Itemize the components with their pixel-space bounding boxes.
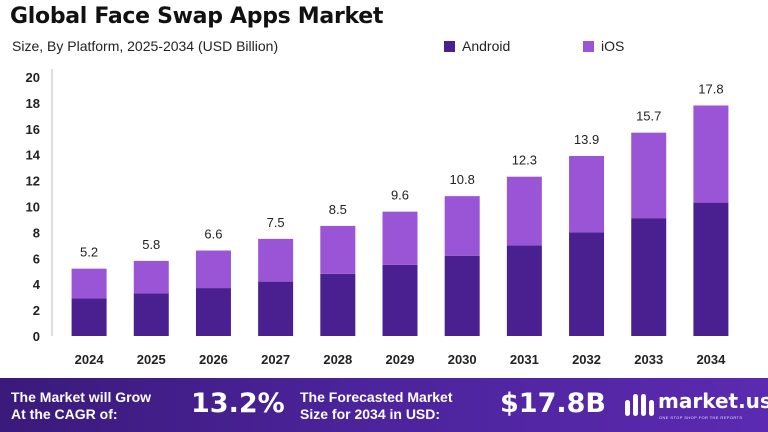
legend-label-android: Android — [462, 38, 511, 54]
legend-item-ios: iOS — [583, 38, 624, 54]
forecast-label-line1: The Forecasted Market — [300, 389, 453, 405]
x-tick-label: 2031 — [510, 352, 539, 367]
bar-android-2032 — [569, 232, 605, 336]
legend-swatch-ios — [583, 41, 594, 52]
chart-subtitle: Size, By Platform, 2025-2034 (USD Billio… — [12, 38, 279, 54]
bar-android-2030 — [444, 255, 480, 336]
bar-android-2031 — [506, 245, 542, 336]
bar-ios-2028 — [320, 225, 356, 274]
y-tick-label: 0 — [33, 329, 40, 344]
bar-ios-2026 — [195, 250, 231, 289]
brand-name: market.us — [658, 389, 768, 413]
y-tick-label: 8 — [33, 225, 40, 240]
brand-tagline: ONE STOP SHOP FOR THE REPORTS — [659, 415, 743, 420]
cagr-label: The Market will Grow At the CAGR of: — [11, 389, 151, 423]
bar-ios-2027 — [258, 238, 294, 282]
data-label-total: 10.8 — [450, 172, 475, 187]
legend-label-ios: iOS — [601, 38, 625, 54]
y-tick-label: 12 — [26, 174, 40, 189]
forecast-value: $17.8B — [500, 388, 606, 419]
forecast-label-line2: Size for 2034 in USD: — [300, 406, 441, 422]
bar-android-2028 — [320, 273, 356, 336]
data-label-total: 12.3 — [512, 153, 537, 168]
data-label-total: 5.8 — [142, 237, 160, 252]
bar-ios-2031 — [506, 176, 542, 246]
stacked-bar-chart: 0 2 4 6 8 10 12 14 16 18 20 5.2 2024 5.8 2025 6.6 2026 7.… — [26, 69, 729, 367]
market-us-logo-icon — [625, 394, 654, 416]
bar-android-2024 — [71, 298, 107, 336]
x-tick-label: 2026 — [199, 352, 228, 367]
x-tick-label: 2024 — [75, 352, 105, 367]
y-tick-label: 20 — [26, 70, 40, 85]
y-tick-label: 16 — [26, 122, 40, 137]
data-label-total: 15.7 — [636, 109, 661, 124]
bar-android-2033 — [631, 218, 667, 336]
bar-android-2027 — [258, 281, 294, 336]
bar-android-2025 — [133, 293, 169, 336]
x-tick-label: 2032 — [572, 352, 601, 367]
cagr-label-line2: At the CAGR of: — [11, 406, 118, 422]
bar-ios-2030 — [444, 196, 480, 256]
y-tick-label: 6 — [33, 251, 40, 266]
data-label-total: 5.2 — [80, 245, 98, 260]
data-label-total: 7.5 — [267, 215, 285, 230]
bar-android-2029 — [382, 264, 418, 336]
page-title: Global Face Swap Apps Market — [10, 4, 384, 29]
y-tick-label: 14 — [26, 148, 41, 163]
cagr-value: 13.2% — [191, 388, 285, 419]
bar-ios-2025 — [133, 260, 169, 294]
y-tick-label: 18 — [26, 96, 40, 111]
bar-ios-2033 — [631, 132, 667, 219]
bar-ios-2032 — [569, 155, 605, 233]
forecast-label: The Forecasted Market Size for 2034 in U… — [300, 389, 453, 423]
footer-banner: The Market will Grow At the CAGR of: 13.… — [0, 378, 768, 432]
legend-item-android: Android — [444, 38, 510, 54]
x-tick-label: 2027 — [261, 352, 290, 367]
bar-android-2026 — [195, 288, 231, 336]
x-tick-label: 2033 — [634, 352, 663, 367]
data-label-total: 6.6 — [204, 227, 222, 242]
data-label-total: 13.9 — [574, 132, 599, 147]
cagr-label-line1: The Market will Grow — [11, 389, 152, 405]
x-tick-label: 2028 — [323, 352, 352, 367]
x-tick-label: 2034 — [696, 352, 726, 367]
bar-ios-2024 — [71, 268, 107, 299]
bar-ios-2034 — [693, 105, 729, 203]
bar-android-2034 — [693, 202, 729, 336]
y-tick-label: 2 — [33, 303, 40, 318]
bar-ios-2029 — [382, 211, 418, 265]
data-label-total: 17.8 — [698, 81, 723, 96]
x-tick-label: 2029 — [386, 352, 415, 367]
y-tick-label: 10 — [26, 200, 40, 215]
legend-swatch-android — [444, 41, 455, 52]
y-tick-label: 4 — [33, 277, 41, 292]
x-tick-label: 2025 — [137, 352, 166, 367]
data-label-total: 9.6 — [391, 188, 409, 203]
data-label-total: 8.5 — [329, 202, 347, 217]
x-tick-label: 2030 — [448, 352, 477, 367]
